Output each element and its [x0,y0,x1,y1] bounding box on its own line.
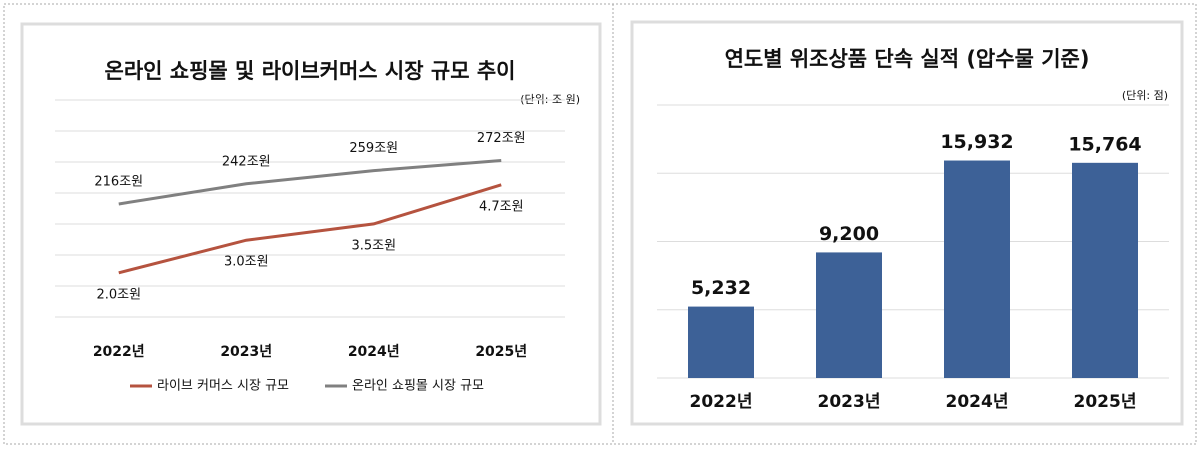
chart-title: 연도별 위조상품 단속 실적 (압수물 기준) [725,47,1090,71]
bar [1072,162,1138,378]
x-tick-label: 2023년 [220,344,272,360]
data-label: 15,764 [1068,133,1141,155]
unit-note: (단위: 점) [1122,89,1168,102]
data-label: 216조원 [94,174,143,189]
chart-title: 온라인 쇼핑몰 및 라이브커머스 시장 규모 추이 [105,59,516,83]
data-label: 5,232 [691,277,751,299]
data-label: 4.7조원 [479,199,524,214]
data-label: 3.5조원 [351,238,396,253]
line [118,183,502,275]
x-tick-label: 2025년 [475,344,527,360]
x-tick-label: 2022년 [690,392,753,412]
x-tick-label: 2022년 [93,344,145,360]
legend-label: 라이브 커머스 시장 규모 [157,379,289,394]
x-tick-label: 2024년 [348,344,400,360]
data-label: 15,932 [940,131,1013,153]
bar [944,160,1010,378]
x-tick-label: 2025년 [1074,392,1137,412]
legend-label: 온라인 쇼핑몰 시장 규모 [352,379,484,394]
x-tick-label: 2024년 [946,392,1009,412]
x-tick-label: 2023년 [818,392,881,412]
data-label: 3.0조원 [224,255,269,270]
bar [816,252,882,378]
data-label: 2.0조원 [96,287,141,302]
data-label: 259조원 [349,141,398,156]
bar [688,306,754,378]
line [118,159,502,206]
outer-border [3,3,1197,445]
data-label: 9,200 [819,223,879,245]
data-label: 242조원 [222,154,271,169]
data-label: 272조원 [477,131,526,146]
